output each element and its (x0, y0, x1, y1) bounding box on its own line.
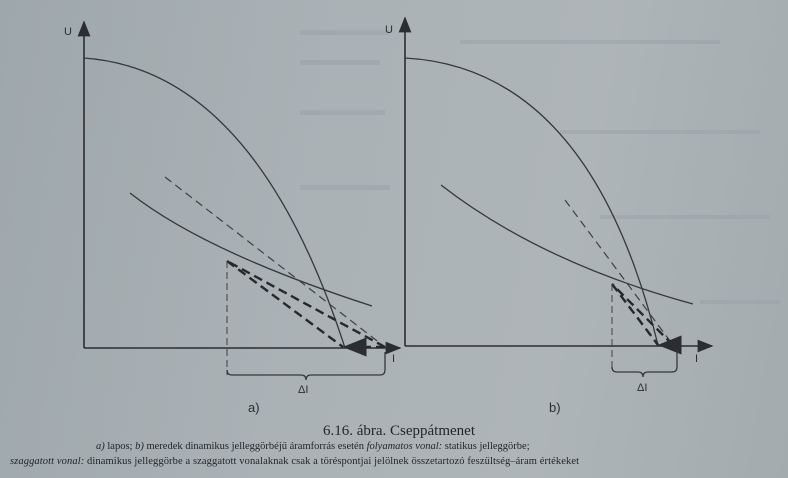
caption-text: szaggatott vonal: (10, 456, 85, 467)
dashed-line (164, 176, 386, 348)
caption-text: lapos; (104, 441, 136, 452)
dynamic-path-dashed-return (611, 283, 674, 346)
dynamic-path-dashed (226, 260, 344, 348)
u-axis-label: U (64, 26, 72, 38)
caption-text: dinamikus jelleggörbe a szaggatott vonal… (84, 456, 580, 467)
caption-text: b) (135, 441, 144, 452)
delta-i-label: ΔI (298, 384, 308, 396)
dynamic-path-dashed-return (226, 259, 386, 349)
i-axis-label: I (392, 353, 395, 365)
static-characteristic-curve (83, 57, 346, 349)
delta-i-label: ΔI (637, 382, 647, 394)
delta-brace (611, 350, 678, 378)
figure-title: 6.16. ábra. Cseppátmenet (322, 423, 476, 439)
delta-brace (226, 352, 386, 381)
bleed-through-ghost-text (300, 30, 780, 304)
caption-line-2: szaggatott vonal: dinamikus jelleggörbe … (10, 456, 579, 467)
panel-a: U I ΔI a) (64, 20, 402, 415)
caption-text: meredek dinamikus jelleggörbéjű áramforr… (143, 441, 367, 452)
caption-text: folyamatos vonal: (366, 441, 443, 452)
dynamic-characteristic-curve (129, 192, 373, 307)
panel-b: U I ΔI b) (385, 16, 714, 415)
panel-label: b) (549, 400, 561, 415)
i-axis-label: I (695, 353, 698, 365)
panel-label: a) (248, 400, 260, 415)
caption-text: statikus jelleggörbe; (442, 441, 530, 452)
caption-text: a) (96, 441, 105, 452)
u-axis-label: U (385, 24, 393, 36)
caption-line-1: a) lapos; b) meredek dinamikus jelleggör… (96, 441, 530, 452)
static-characteristic-curve (404, 57, 659, 346)
dashed-line (564, 199, 674, 346)
dynamic-characteristic-curve (440, 184, 694, 305)
dynamic-path-dashed (611, 283, 659, 346)
